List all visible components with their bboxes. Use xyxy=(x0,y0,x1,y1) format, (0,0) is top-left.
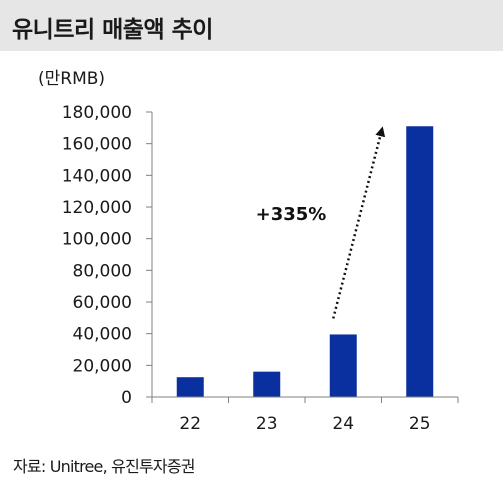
y-tick-label: 120,000 xyxy=(62,198,132,218)
bar-25 xyxy=(406,126,434,397)
bar-24 xyxy=(329,334,357,397)
y-tick-label: 20,000 xyxy=(73,356,132,376)
chart-title: 유니트리 매출액 추이 xyxy=(12,17,213,43)
y-tick-label: 60,000 xyxy=(73,293,132,313)
y-tick-label: 40,000 xyxy=(73,325,132,345)
y-tick-label: 140,000 xyxy=(62,166,132,186)
y-tick-label: 0 xyxy=(121,388,132,408)
x-tick-label: 25 xyxy=(409,414,431,434)
y-tick-label: 180,000 xyxy=(62,103,132,123)
bar-23 xyxy=(253,371,281,397)
growth-arrow xyxy=(332,126,386,319)
y-tick-label: 100,000 xyxy=(62,230,132,250)
bar-22 xyxy=(176,377,204,397)
y-tick-label: 160,000 xyxy=(62,135,132,155)
growth-annotation: +335% xyxy=(256,204,327,225)
source-note: 자료: Unitree, 유진투자증권 xyxy=(13,457,196,476)
x-tick-label: 24 xyxy=(332,414,354,434)
y-tick-label: 80,000 xyxy=(73,261,132,281)
x-tick-label: 22 xyxy=(179,414,201,434)
y-axis-unit-label: (만RMB) xyxy=(38,69,106,89)
x-tick-label: 23 xyxy=(256,414,278,434)
title-bar: 유니트리 매출액 추이 xyxy=(0,0,503,51)
